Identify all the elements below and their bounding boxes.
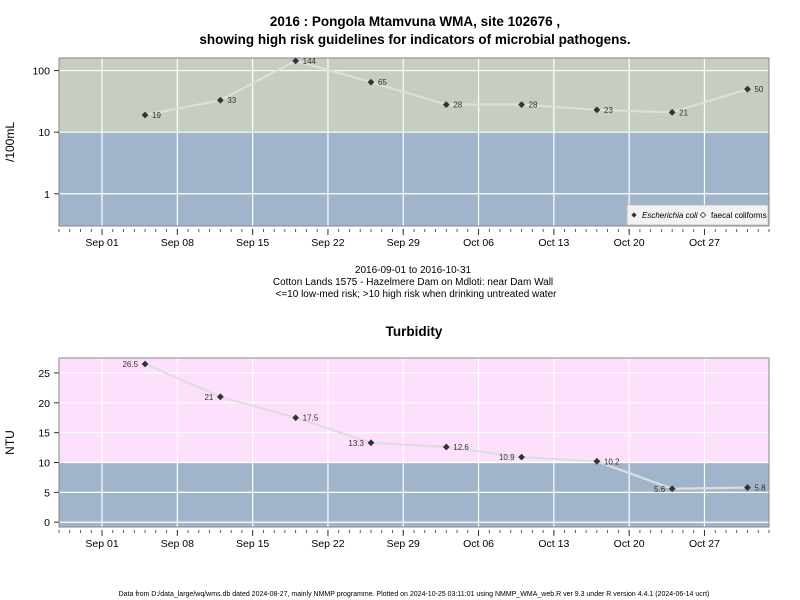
x-tick-label: Sep 22 — [311, 237, 344, 249]
y-tick-label: 25 — [38, 368, 50, 380]
x-tick-label: Oct 27 — [689, 538, 720, 550]
data-label: 23 — [604, 106, 613, 115]
legend-faecal-label: faecal coliforms — [711, 211, 767, 220]
y-tick-label: 10 — [38, 127, 50, 139]
x-tick-label: Sep 22 — [311, 538, 344, 550]
y-axis-label: /100mL — [3, 122, 17, 162]
data-label: 17.5 — [303, 414, 319, 423]
main-title-line1: 2016 : Pongola Mtamvuna WMA, site 102676… — [270, 14, 560, 29]
data-point — [744, 484, 751, 491]
legend-ecoli-marker — [631, 212, 637, 218]
data-point — [744, 85, 751, 93]
data-label: 13.3 — [348, 439, 364, 448]
x-tick-label: Sep 01 — [85, 237, 118, 249]
data-label: 21 — [204, 393, 213, 402]
y-tick-label: 5 — [44, 487, 50, 499]
data-label: 33 — [227, 96, 236, 105]
x-tick-label: Sep 08 — [161, 237, 194, 249]
x-tick-label: Sep 15 — [236, 237, 269, 249]
x-tick-label: Sep 08 — [161, 538, 194, 550]
y-tick-label: 100 — [32, 66, 50, 78]
low-risk-band — [59, 462, 769, 527]
x-tick-label: Oct 06 — [463, 237, 494, 249]
data-point — [668, 485, 676, 493]
data-label: 19 — [152, 111, 161, 120]
y-tick-label: 1 — [44, 189, 50, 201]
x-tick-label: Oct 20 — [614, 237, 645, 249]
data-label: 12.6 — [453, 443, 469, 452]
data-label: 65 — [378, 78, 387, 87]
turbidity-chart-panel: 0 5 10 15 20 25 Sep 01 Sep 08 Sep 15 Sep 22 Sep 29… — [3, 357, 770, 550]
y-tick-label: 15 — [38, 428, 50, 440]
legend-box — [626, 204, 769, 226]
data-label: 5.8 — [754, 484, 766, 493]
footer-note: Data from D:/data_large/wq/wms.db dated … — [119, 591, 710, 598]
data-point — [518, 453, 525, 461]
x-tick-label: Oct 13 — [538, 237, 569, 249]
data-point — [518, 101, 525, 109]
data-point — [292, 414, 300, 422]
data-label: 28 — [529, 101, 538, 110]
y-axis-label: NTU — [3, 430, 17, 455]
y-tick-label: 10 — [38, 458, 50, 470]
data-point — [292, 57, 300, 65]
x-tick-label: Sep 01 — [85, 538, 118, 550]
data-point — [216, 96, 224, 104]
plot-frame — [58, 357, 770, 528]
risk-note-label: <=10 low-med risk; >10 high risk when dr… — [276, 289, 558, 300]
main-title-line2: showing high risk guidelines for indicat… — [199, 32, 630, 47]
ecoli-chart-panel: 1 10 100 Sep 01 Sep 08 Sep 15 Sep 22 Sep 29 Oct … — [3, 57, 770, 249]
x-tick-label: Sep 29 — [387, 237, 420, 249]
plot-frame — [58, 57, 770, 227]
data-label: 10.2 — [604, 457, 620, 466]
data-label: 21 — [679, 108, 688, 117]
legend-ecoli-label: Escherichia coli — [642, 211, 698, 220]
site-name-label: Cotton Lands 1575 - Hazelmere Dam on Mdl… — [273, 277, 553, 288]
x-tick-label: Sep 29 — [387, 538, 420, 550]
data-label: 50 — [754, 85, 763, 94]
data-label: 28 — [453, 101, 462, 110]
data-point — [593, 106, 601, 114]
x-tick-label: Oct 13 — [538, 538, 569, 550]
data-point — [367, 439, 375, 447]
legend: Escherichia coli faecal coliforms — [626, 204, 769, 226]
x-tick-label: Oct 06 — [463, 538, 494, 550]
x-tick-label: Sep 15 — [236, 538, 269, 550]
y-tick-label: 0 — [44, 517, 50, 529]
legend-faecal-marker — [699, 211, 707, 219]
data-point — [367, 78, 375, 86]
date-range-label: 2016-09-01 to 2016-10-31 — [355, 265, 472, 276]
data-point — [442, 443, 450, 451]
data-label: 10.9 — [499, 453, 515, 462]
data-point — [668, 108, 676, 116]
data-label: 5.6 — [654, 485, 666, 494]
data-label: 26.5 — [122, 360, 138, 369]
data-label: 144 — [303, 57, 317, 66]
data-point — [216, 393, 224, 401]
turbidity-title: Turbidity — [386, 324, 443, 339]
data-point — [442, 101, 450, 109]
data-point — [141, 360, 149, 368]
data-point — [141, 111, 149, 119]
x-tick-label: Oct 27 — [689, 237, 720, 249]
data-point — [593, 457, 601, 465]
x-tick-label: Oct 20 — [614, 538, 645, 550]
y-tick-label: 20 — [38, 398, 50, 410]
